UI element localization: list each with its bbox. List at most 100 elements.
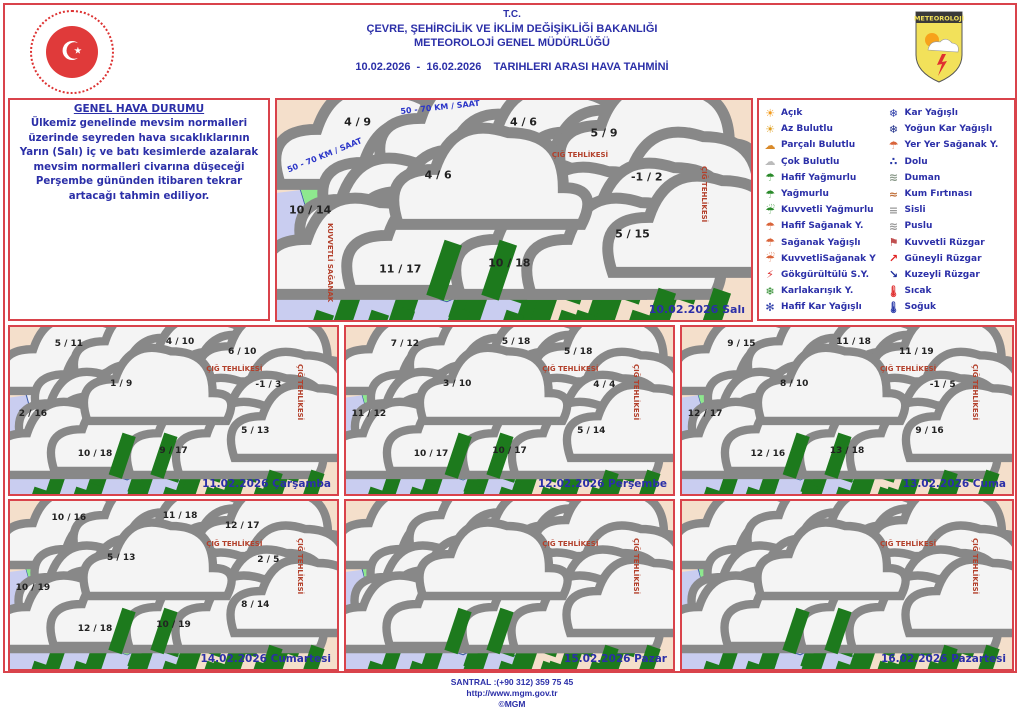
legend-label: Duman (904, 172, 941, 183)
map-date-label: 15.02.2026 Pazar (564, 653, 667, 665)
temperature-label: 12 / 16 (750, 448, 786, 459)
temperature-label: 5 / 9 (590, 126, 618, 140)
temperature-label: 4 / 6 (509, 115, 537, 129)
map-day-3: 7 / 12 5 / 18 5 / 18 3 / 10 4 / 4 11 / 12 5 / … (344, 325, 675, 496)
sun-small-cloud-icon: ☀ (765, 122, 775, 136)
legend-label: Hafif Yağmurlu (781, 172, 857, 183)
temperature-label: 11 / 18 (836, 337, 871, 348)
cold-thermometer-icon: 🌡 (886, 300, 901, 314)
sleet-icon: ❄ (765, 284, 775, 298)
temperature-label: 4 / 6 (424, 168, 452, 182)
strong-wind-icon: ⚑ (888, 236, 899, 250)
legend-item: ☀ Az Bulutlu (763, 121, 887, 137)
temperature-label: 10 / 14 (289, 203, 332, 217)
legend: ☀ Açık ☀ Az Bulutlu ☁ Parçalı Bulutlu ☁ Çok Bul… (757, 98, 1016, 321)
temperature-label: 5 / 13 (107, 553, 136, 564)
sun-cloud-icon: ☁ (764, 138, 776, 152)
map-date-label: 10.02.2026 Salı (648, 303, 745, 316)
cloud-icon: ☁ (764, 155, 776, 169)
map-date-label: 12.02.2026 Perşembe (537, 478, 667, 490)
temperature-label: 5 / 11 (54, 338, 84, 349)
temperature-label: 13 / 18 (829, 445, 865, 456)
cloud-rain-icon (79, 517, 236, 654)
legend-label: Sağanak Yağışlı (781, 237, 861, 248)
avalanche-warning-label: ÇIĞ TEHLİKESİ (880, 539, 937, 548)
legend-column-left: ☀ Açık ☀ Az Bulutlu ☁ Parçalı Bulutlu ☁ Çok Bul… (763, 105, 887, 315)
temperature-label: 5 / 18 (563, 347, 593, 358)
legend-label: Sıcak (904, 286, 932, 297)
website-link[interactable]: http://www.mgm.gov.tr (466, 688, 558, 698)
temperature-label: -1 / 3 (255, 380, 282, 391)
cloud-rain-icon (753, 343, 909, 479)
hot-thermometer-icon: 🌡 (886, 284, 901, 298)
fog-icon: ≡ (888, 203, 899, 217)
cloud-rain-icon (901, 554, 1012, 669)
shower-icon: ☂ (765, 236, 775, 250)
temperature-label: 10 / 16 (51, 512, 87, 523)
legend-item: ∴ Dolu (887, 154, 1011, 170)
legend-label: Çok Bulutlu (781, 156, 840, 167)
rain-icon: ☂ (765, 187, 775, 201)
ministry-logo: ☪ (30, 10, 114, 94)
cloud-rain-icon (227, 380, 337, 494)
legend-item: ☂ Yer Yer Sağanak Y. (887, 137, 1011, 153)
legend-item: ☔ KuvvetliSağanak Y (763, 251, 887, 267)
legend-label: Kuzeyli Rüzgar (904, 269, 980, 280)
legend-item: ⚡ Gökgürültülü S.Y. (763, 267, 887, 283)
temperature-label: 9 / 16 (915, 425, 944, 436)
legend-label: KuvvetliSağanak Y (781, 253, 876, 264)
temperature-label: 4 / 9 (344, 115, 372, 129)
avalanche-warning-label: ÇIĞ TEHLİKESİ (206, 539, 263, 548)
legend-label: Kum Fırtınası (904, 189, 973, 200)
cloud-rain-icon (415, 343, 572, 479)
temperature-label: 2 / 16 (18, 408, 48, 419)
temperature-label: 12 / 18 (77, 623, 113, 634)
legend-label: Dolu (904, 156, 928, 167)
map-day-1: 4 / 9 4 / 6 5 / 9 4 / 6 -1 / 2 10 / 14 5 / 15 1… (275, 98, 753, 322)
svg-text:METEOROLOJİ: METEOROLOJİ (914, 14, 964, 23)
temperature-label: -1 / 2 (630, 170, 663, 184)
cloud-rain-icon (415, 517, 572, 654)
avalanche-warning-label: ÇIĞ TEHLİKESİ (632, 363, 641, 420)
sandstorm-icon: ≈ (888, 187, 899, 201)
ministry-name: ÇEVRE, ŞEHİRCİLİK VE İKLİM DEĞİŞİKLİĞİ B… (366, 23, 658, 35)
legend-label: Soğuk (904, 302, 937, 313)
cloud-rain-icon (752, 517, 910, 654)
temperature-label: 6 / 10 (227, 347, 257, 358)
temperature-label: 7 / 12 (390, 338, 420, 349)
map-day-2: 5 / 11 4 / 10 6 / 10 1 / 9 -1 / 3 2 / 16 5 / 1… (8, 325, 339, 496)
map-date-label: 13.02.2026 Cuma (902, 478, 1006, 490)
temperature-label: 11 / 18 (162, 511, 198, 522)
heavy-snow-icon: ❄ (888, 122, 899, 136)
map-date-label: 16.02.2026 Pazartesi (881, 653, 1006, 665)
cloud-rain-icon (901, 380, 1012, 494)
meteoroloji-logo: METEOROLOJİ (914, 11, 964, 83)
temperature-label: 5 / 15 (615, 227, 650, 241)
light-snow-icon: ✻ (765, 300, 775, 314)
temperature-label: 12 / 17 (687, 408, 723, 419)
legend-item: ≋ Puslu (887, 218, 1011, 234)
page-frame (3, 3, 1017, 673)
temperature-label: 11 / 17 (379, 262, 422, 276)
general-weather-box: GENEL HAVA DURUMU Ülkemiz genelinde mevs… (8, 98, 270, 321)
avalanche-warning-label: ÇIĞ TEHLİKESİ (296, 537, 305, 595)
avalanche-warning-label: ÇIĞ TEHLİKESİ (632, 537, 641, 595)
temperature-label: 5 / 13 (241, 425, 270, 436)
avalanche-warning-label: KUVVETLİ SAĞANAK (325, 223, 334, 303)
legend-label: Puslu (904, 221, 933, 232)
phone-number: SANTRAL :(+90 312) 359 75 45 (450, 677, 574, 687)
avalanche-warning-label: ÇIĞ TEHLİKESİ (542, 539, 599, 548)
avalanche-warning-label: ÇIĞ TEHLİKESİ (971, 537, 979, 595)
temperature-label: 11 / 12 (351, 408, 387, 419)
legend-label: Parçalı Bulutlu (781, 140, 856, 151)
temperature-label: 10 / 18 (488, 256, 531, 270)
agency-name: METEOROLOJİ GENEL MÜDÜRLÜĞÜ (414, 37, 610, 49)
temperature-label: 10 / 18 (77, 448, 113, 459)
legend-label: Kuvvetli Rüzgar (904, 237, 985, 248)
forecast-date-range: 10.02.2026 - 16.02.2026 TARIHLERI ARASI … (355, 61, 669, 73)
legend-item: ✻ Hafif Kar Yağışlı (763, 299, 887, 315)
legend-item: ❄ Karlakarışık Y. (763, 283, 887, 299)
temperature-label: 4 / 10 (165, 337, 195, 348)
cloud-rain-icon (562, 554, 673, 669)
avalanche-warning-label: ÇIĞ TEHLİKESİ (971, 363, 979, 420)
